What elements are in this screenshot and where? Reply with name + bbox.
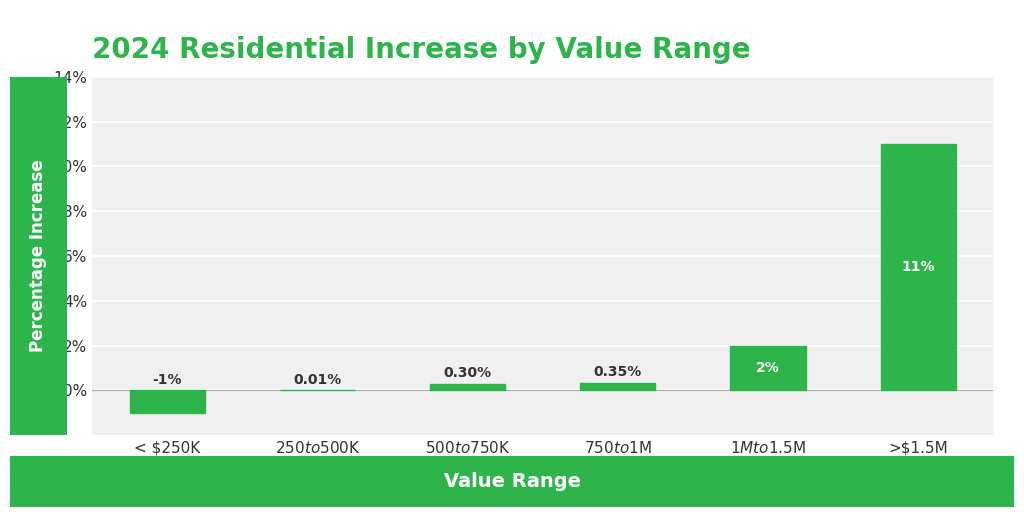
Text: 11%: 11%	[901, 260, 935, 274]
Text: -1%: -1%	[153, 373, 182, 387]
Text: 0.30%: 0.30%	[443, 366, 492, 380]
Text: 2%: 2%	[756, 361, 780, 375]
Bar	[430, 383, 505, 390]
Bar	[730, 346, 806, 390]
Text: 0.35%: 0.35%	[594, 365, 642, 379]
Bar	[130, 390, 205, 413]
Bar	[581, 382, 655, 390]
Text: Value Range: Value Range	[443, 472, 581, 491]
Text: 2024 Residential Increase by Value Range: 2024 Residential Increase by Value Range	[92, 36, 751, 64]
Text: 0.01%: 0.01%	[293, 373, 342, 387]
Text: Percentage Increase: Percentage Increase	[30, 160, 47, 352]
Bar	[881, 144, 955, 390]
